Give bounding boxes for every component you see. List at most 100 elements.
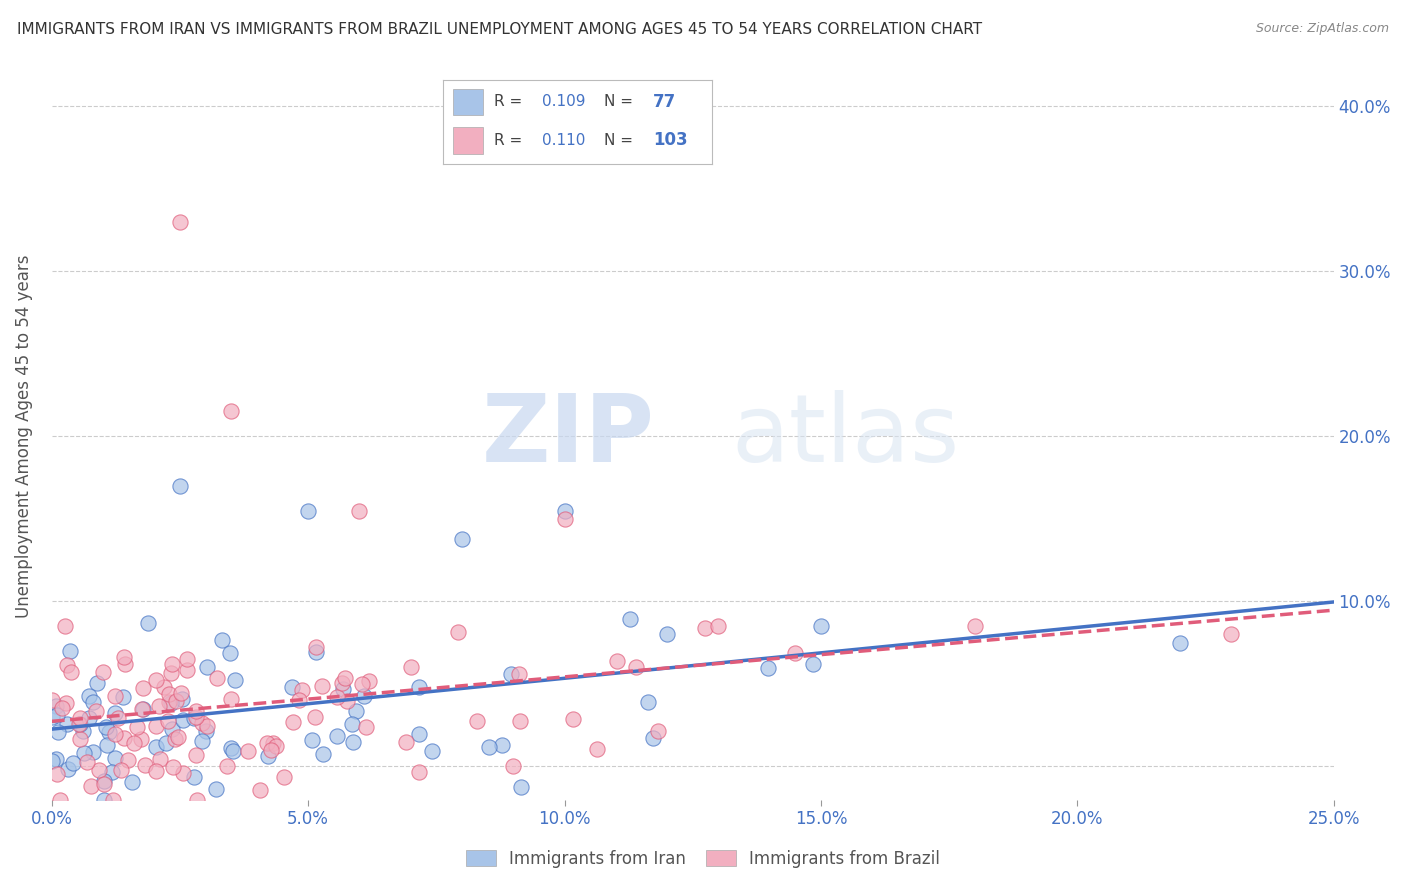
Point [125, 720, 148, 734]
Point [167, 730, 190, 744]
Point [112, 649, 135, 664]
Point [191, 716, 214, 731]
Point [553, 503, 575, 517]
Point [281, 715, 304, 730]
Point [163, 731, 186, 746]
Point [420, 744, 443, 758]
Point [336, 693, 359, 707]
Point [195, 660, 218, 674]
Point [46, 708, 69, 723]
Point [49, 792, 72, 806]
Point [693, 621, 716, 635]
Point [104, 706, 127, 721]
Point [224, 673, 246, 687]
Text: Source: ZipAtlas.com: Source: ZipAtlas.com [1256, 22, 1389, 36]
Point [41, 710, 63, 724]
Point [305, 645, 328, 659]
Point [1220, 627, 1243, 641]
Point [82, 745, 104, 759]
Point [451, 532, 474, 546]
Legend: Immigrants from Iran, Immigrants from Brazil: Immigrants from Iran, Immigrants from Br… [460, 844, 946, 875]
Point [156, 714, 179, 729]
Point [112, 731, 135, 746]
Point [219, 691, 242, 706]
Point [186, 710, 208, 724]
Point [155, 736, 177, 750]
Point [222, 744, 245, 758]
Point [145, 740, 167, 755]
Point [69, 711, 91, 725]
Point [335, 671, 357, 685]
Point [111, 690, 134, 704]
Point [183, 770, 205, 784]
Point [707, 619, 730, 633]
Point [73, 746, 96, 760]
Point [478, 739, 501, 754]
Point [249, 783, 271, 797]
Point [136, 616, 159, 631]
Point [207, 672, 229, 686]
Point [93, 773, 115, 788]
Point [332, 681, 354, 696]
Point [501, 667, 523, 681]
Point [184, 748, 207, 763]
Point [176, 652, 198, 666]
Point [72, 723, 94, 738]
Point [647, 724, 669, 739]
Point [236, 744, 259, 758]
Point [56, 763, 79, 777]
Point [509, 780, 531, 794]
Point [107, 711, 129, 725]
Point [288, 693, 311, 707]
Point [76, 755, 98, 769]
Point [157, 687, 180, 701]
Point [184, 705, 207, 719]
Point [641, 731, 664, 745]
Point [465, 714, 488, 728]
Point [190, 734, 212, 748]
Point [195, 719, 218, 733]
Point [91, 665, 114, 679]
Point [399, 660, 422, 674]
Point [312, 747, 335, 761]
Point [41, 693, 63, 707]
Point [104, 751, 127, 765]
Point [45, 752, 67, 766]
Point [353, 689, 375, 703]
Point [93, 792, 115, 806]
Point [145, 673, 167, 687]
Point [77, 711, 100, 725]
Point [183, 711, 205, 725]
Point [262, 736, 284, 750]
Point [45, 766, 67, 780]
Point [408, 764, 430, 779]
Point [79, 779, 101, 793]
Point [349, 503, 371, 517]
Point [170, 692, 193, 706]
Point [264, 739, 287, 754]
Point [51, 701, 73, 715]
Point [145, 719, 167, 733]
Point [219, 740, 242, 755]
Point [104, 689, 127, 703]
Point [637, 695, 659, 709]
Text: atlas: atlas [731, 391, 959, 483]
Point [45, 699, 67, 714]
Point [101, 764, 124, 779]
Point [122, 737, 145, 751]
Point [131, 681, 153, 695]
Point [176, 663, 198, 677]
Text: ZIP: ZIP [481, 391, 654, 483]
Point [131, 702, 153, 716]
Point [330, 675, 353, 690]
Point [59, 665, 82, 680]
Point [132, 702, 155, 716]
Point [148, 698, 170, 713]
Point [114, 657, 136, 672]
Text: IMMIGRANTS FROM IRAN VS IMMIGRANTS FROM BRAZIL UNEMPLOYMENT AMONG AGES 45 TO 54 : IMMIGRANTS FROM IRAN VS IMMIGRANTS FROM … [17, 22, 981, 37]
Point [98, 725, 121, 739]
Point [170, 686, 193, 700]
Point [77, 689, 100, 703]
Point [53, 618, 76, 632]
Point [159, 696, 181, 710]
